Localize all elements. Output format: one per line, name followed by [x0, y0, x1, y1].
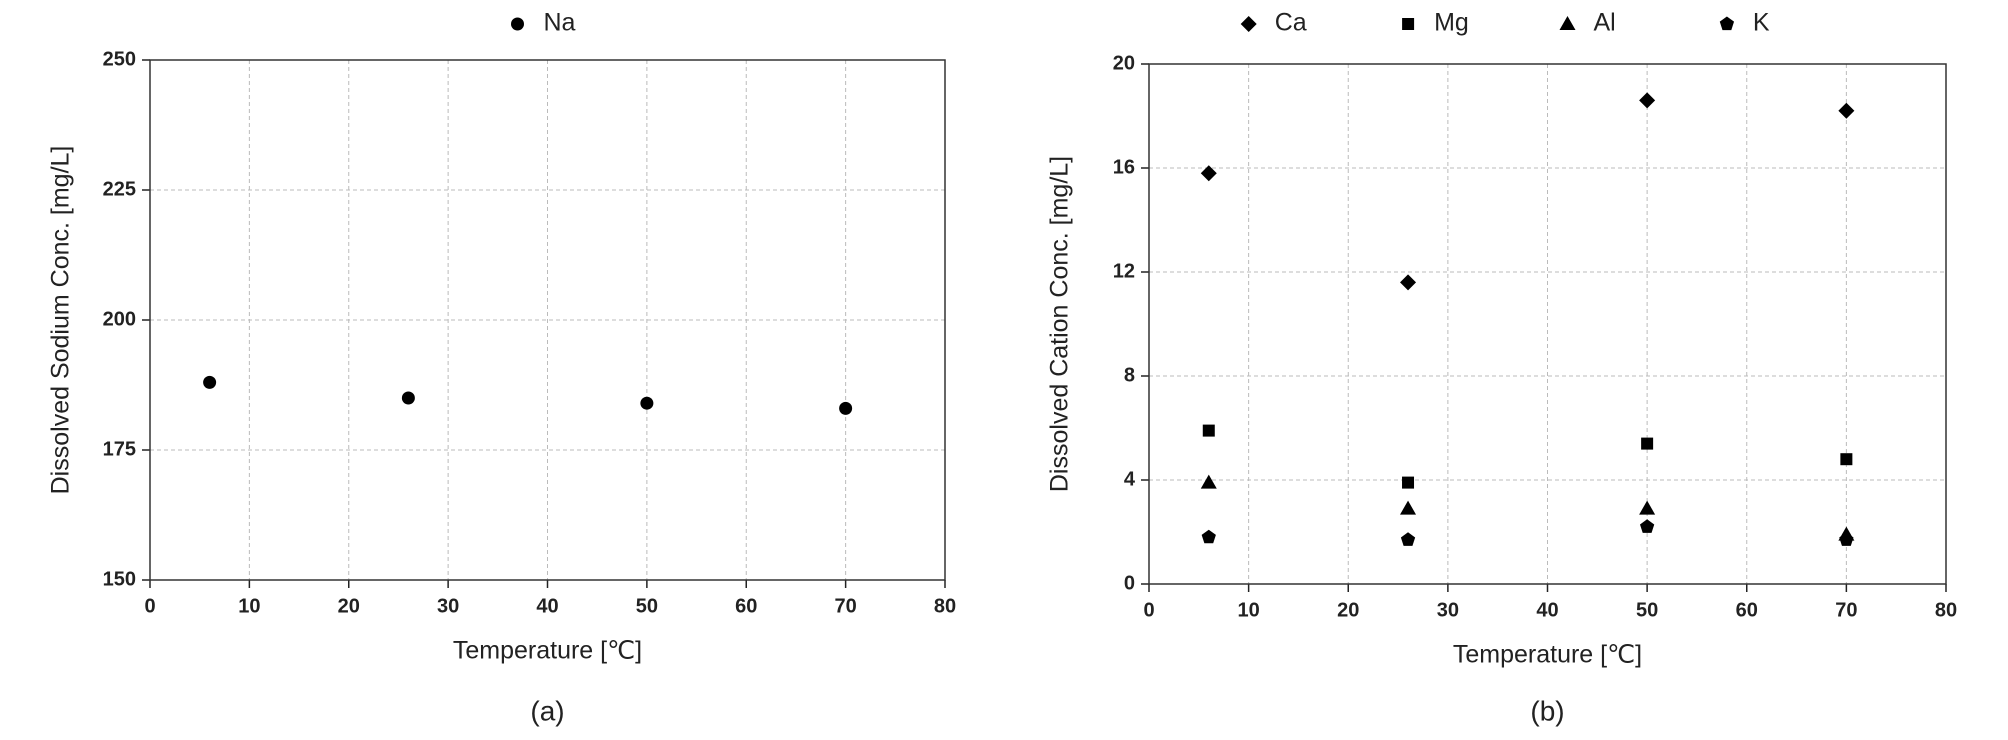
y-axis-label: Dissolved Sodium Conc. [mg/L]: [47, 146, 75, 495]
panel-caption: (b): [1530, 695, 1564, 726]
x-tick-label: 10: [238, 595, 260, 617]
marker: [1400, 274, 1417, 291]
legend-marker: [511, 17, 524, 31]
y-tick-label: 150: [103, 568, 136, 590]
legend-label: Al: [1594, 9, 1616, 37]
y-tick-label: 20: [1113, 52, 1135, 74]
x-axis-label: Temperature [℃]: [1453, 641, 1642, 669]
panel-caption: (a): [530, 695, 564, 726]
marker: [1201, 529, 1216, 544]
marker: [1840, 453, 1853, 466]
x-tick-label: 70: [835, 595, 857, 617]
marker: [203, 375, 217, 389]
x-tick-label: 40: [536, 595, 558, 617]
x-tick-label: 30: [437, 595, 459, 617]
x-tick-label: 60: [1736, 599, 1758, 621]
marker: [1639, 92, 1656, 109]
legend-label: Ca: [1275, 9, 1307, 37]
marker: [1400, 500, 1417, 515]
x-tick-label: 0: [144, 595, 155, 617]
x-tick-label: 10: [1238, 599, 1260, 621]
y-tick-label: 225: [103, 178, 136, 200]
legend-marker: [1719, 16, 1735, 31]
marker: [1200, 165, 1217, 182]
marker: [1400, 532, 1416, 546]
y-tick-label: 250: [103, 48, 136, 70]
marker: [1839, 532, 1854, 546]
plot-frame: [1148, 63, 1947, 585]
y-tick-label: 200: [103, 308, 136, 330]
x-tick-label: 50: [636, 595, 658, 617]
marker: [1838, 102, 1855, 119]
marker: [1200, 474, 1217, 489]
x-tick-label: 30: [1437, 599, 1459, 621]
marker: [1202, 424, 1215, 437]
y-tick-label: 8: [1124, 364, 1135, 386]
plot-frame: [149, 59, 946, 581]
y-tick-label: 12: [1113, 260, 1135, 282]
marker: [1639, 519, 1655, 533]
x-tick-label: 80: [934, 595, 956, 617]
legend-label: Na: [544, 9, 576, 37]
legend-marker: [1402, 18, 1415, 30]
x-tick-label: 0: [1143, 599, 1154, 621]
x-tick-label: 20: [1337, 599, 1359, 621]
marker: [401, 391, 415, 405]
legend-marker: [1559, 16, 1576, 30]
y-tick-label: 175: [103, 438, 136, 460]
x-tick-label: 70: [1835, 599, 1857, 621]
x-axis-label: Temperature [℃]: [453, 637, 642, 665]
y-tick-label: 0: [1124, 572, 1135, 594]
y-tick-label: 16: [1113, 156, 1135, 178]
marker: [640, 396, 654, 410]
marker: [1641, 437, 1654, 450]
x-tick-label: 60: [735, 595, 757, 617]
marker: [839, 401, 853, 415]
x-tick-label: 40: [1536, 599, 1558, 621]
marker: [1402, 476, 1415, 489]
x-tick-label: 20: [338, 595, 360, 617]
y-axis-label: Dissolved Cation Conc. [mg/L]: [1046, 156, 1074, 492]
marker: [1639, 500, 1656, 515]
y-tick-label: 4: [1124, 468, 1136, 490]
legend-label: Mg: [1434, 9, 1469, 37]
legend-label: K: [1753, 9, 1770, 37]
x-tick-label: 50: [1636, 599, 1658, 621]
x-tick-label: 80: [1935, 599, 1957, 621]
legend-marker: [1240, 16, 1257, 32]
